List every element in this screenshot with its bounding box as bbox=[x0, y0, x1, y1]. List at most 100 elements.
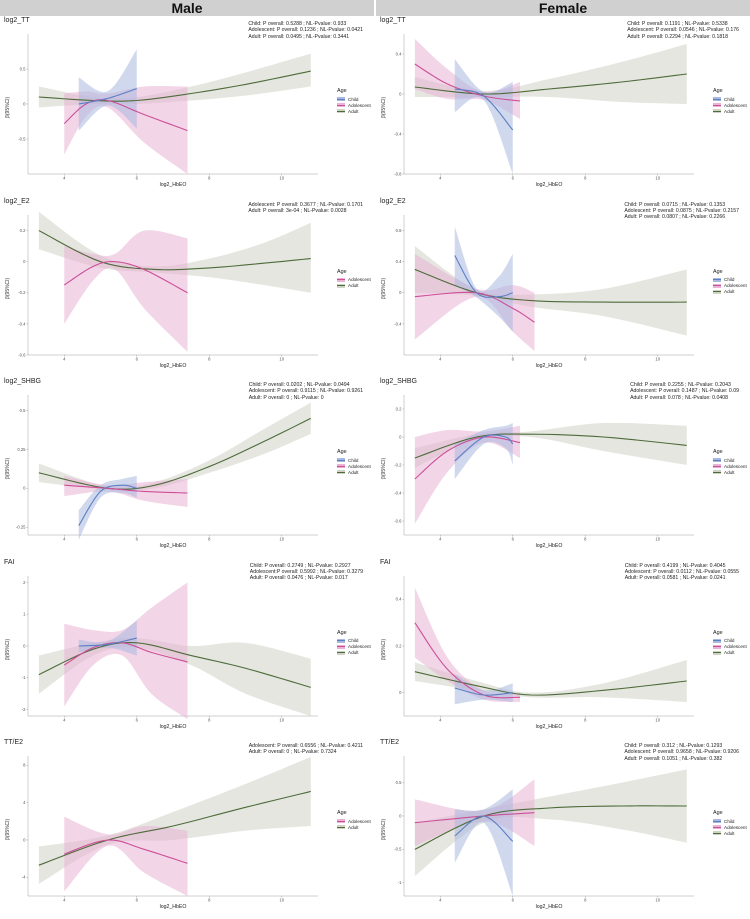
stats-block: Adolescent: P overall: 0.3677 ; NL-Pvalu… bbox=[248, 202, 363, 215]
ci-band-adult bbox=[38, 637, 311, 716]
y-tick-label: 0 bbox=[23, 837, 26, 842]
ci-band-adult bbox=[414, 245, 687, 336]
y-tick-label: -0.4 bbox=[394, 490, 402, 495]
legend-title: Age bbox=[337, 88, 347, 94]
y-tick-label: 0.5 bbox=[396, 780, 402, 785]
chart-panel-female-fai: 0 0.2 0.4 4 6 8 10 FAI Child: P overall: 0.4199 … bbox=[376, 558, 750, 738]
ci-band-adolescent bbox=[64, 816, 188, 896]
y-tick-label: 0 bbox=[399, 434, 402, 439]
stats-line: Adolescent: P overall: 0.6556 ; NL-Pvalu… bbox=[248, 743, 363, 749]
legend-key-swatch bbox=[713, 103, 721, 107]
series-line-adult bbox=[414, 73, 687, 95]
x-axis-title: log2_HbEO bbox=[159, 182, 187, 188]
x-tick-label: 6 bbox=[136, 356, 139, 361]
legend-item-adolescent: Adolescent bbox=[713, 463, 747, 469]
panel-title: log2_SHBG bbox=[380, 378, 417, 385]
legend-item-adult: Adult bbox=[337, 108, 371, 114]
series-line-child bbox=[78, 484, 137, 526]
x-axis-title: log2_HbEO bbox=[535, 723, 563, 730]
legend-title: Age bbox=[713, 449, 723, 455]
y-axis-title: β(95%CI) bbox=[381, 277, 387, 299]
legend-label: Adolescent bbox=[348, 463, 371, 469]
legend-label: Adult bbox=[724, 289, 735, 294]
y-tick-label: 0 bbox=[23, 643, 26, 648]
x-axis-title: log2_HbEO bbox=[535, 543, 563, 549]
x-tick-label: 8 bbox=[208, 717, 211, 722]
legend-item-adult: Adult bbox=[713, 469, 747, 475]
legend-label: Child bbox=[348, 457, 359, 463]
legend-key-swatch bbox=[713, 644, 721, 649]
y-tick-label: -0.5 bbox=[394, 847, 402, 852]
x-tick-label: 8 bbox=[584, 176, 587, 181]
legend-item-child: Child bbox=[713, 277, 747, 283]
stats-line: Adolescent: P overall: 0.0546 ; NL-Pvalu… bbox=[627, 27, 739, 34]
legend-label: Adult bbox=[348, 824, 359, 830]
legend-item-adult: Adult bbox=[713, 289, 747, 295]
ci-band-child bbox=[454, 423, 513, 479]
x-tick-label: 8 bbox=[584, 898, 587, 903]
ci-band-adult bbox=[38, 211, 311, 293]
y-axis-title: β(95%CI) bbox=[5, 96, 11, 118]
stats-line: Adult: P overall: 0 ; NL-Pvalue: 0.7324 bbox=[248, 749, 337, 756]
chart-svg: -0.8 -0.4 0 0.4 4 6 8 10 bbox=[394, 34, 694, 181]
x-tick-label: 6 bbox=[136, 537, 139, 542]
x-tick-label: 4 bbox=[439, 898, 442, 903]
legend-key-swatch bbox=[337, 458, 345, 462]
legend-label: Child bbox=[724, 638, 735, 643]
x-tick-label: 4 bbox=[63, 898, 66, 903]
legend-item-adolescent: Adolescent bbox=[713, 644, 747, 650]
legend-key-swatch bbox=[713, 464, 721, 468]
legend-label: Adult bbox=[724, 650, 735, 655]
legend-item-adult: Adult bbox=[337, 824, 371, 830]
chart-panel-female-shbg: -0.6 -0.4 -0.2 0 0.2 4 6 8 10 log2_SHBG Child: P o… bbox=[376, 377, 750, 557]
y-tick-label: 0.5 bbox=[20, 66, 26, 71]
chart-svg: -1 -0.5 0 0.5 4 6 8 10 bbox=[394, 756, 694, 903]
y-tick-label: 0 bbox=[399, 91, 402, 96]
stats-line: Adolescent: P overall: 0.0875 ; NL-Pvalu… bbox=[624, 207, 739, 214]
x-tick-label: 4 bbox=[63, 537, 66, 542]
chart-panel-male-e2: -0.6 -0.4 -0.2 0 0.2 4 6 8 10 log2_E2 Adolescent: … bbox=[0, 197, 375, 377]
chart-svg: -0.6 -0.4 -0.2 0 0.2 4 6 8 10 bbox=[394, 395, 694, 542]
y-tick-label: -0.4 bbox=[394, 131, 402, 136]
legend-label: Child bbox=[724, 818, 735, 824]
chart-svg: -0.5 0 0.5 4 6 8 10 bbox=[18, 34, 318, 181]
series-line-adult bbox=[414, 805, 687, 850]
series-line-adolescent bbox=[414, 63, 521, 102]
legend-key-swatch bbox=[713, 277, 721, 282]
stats-block: Child: P overall: 0.2255 ; NL-Pvalue: 0.… bbox=[630, 382, 739, 401]
x-tick-label: 8 bbox=[208, 898, 211, 903]
legend-key-swatch bbox=[337, 819, 345, 823]
x-tick-label: 6 bbox=[512, 717, 515, 722]
x-tick-label: 10 bbox=[655, 176, 660, 181]
stats-block: Child: P overall: 0.1191 ; NL-Pvalue: 0.… bbox=[627, 21, 739, 40]
legend-label: Child bbox=[724, 277, 735, 282]
series-line-adult bbox=[38, 417, 311, 490]
legend-title: Age bbox=[337, 449, 347, 455]
y-tick-label: -2 bbox=[22, 707, 26, 712]
legend-label: Adolescent bbox=[724, 824, 747, 830]
y-tick-label: 0.4 bbox=[396, 259, 402, 264]
series-line-adult bbox=[414, 433, 687, 459]
x-tick-label: 8 bbox=[208, 176, 211, 181]
legend-label: Child bbox=[348, 638, 359, 643]
y-tick-label: 4 bbox=[23, 800, 26, 805]
y-tick-label: 2 bbox=[23, 579, 26, 584]
legend-item-adult: Adult bbox=[337, 283, 371, 289]
series-line-child bbox=[454, 686, 513, 696]
series-line-child bbox=[454, 254, 513, 298]
series-line-adolescent bbox=[63, 99, 188, 132]
chart-svg: -4 0 4 8 4 6 8 10 bbox=[22, 756, 318, 903]
legend: Age Child Adolescent Adult bbox=[713, 810, 747, 836]
legend-item-adult: Adult bbox=[713, 650, 747, 656]
legend-title: Age bbox=[713, 88, 723, 94]
legend-item-adolescent: Adolescent bbox=[337, 463, 371, 469]
legend-item-adolescent: Adolescent bbox=[337, 818, 371, 824]
y-tick-label: 0.8 bbox=[396, 227, 402, 232]
legend-label: Adolescent bbox=[348, 644, 371, 649]
stats-line: Child: P overall: 0.312 ; NL-Pvalue: 0.1… bbox=[624, 743, 723, 749]
legend: Age Adolescent Adult bbox=[337, 269, 371, 289]
y-tick-label: -0.4 bbox=[394, 321, 402, 326]
stats-line: Adolescent: P overall: 0.9115 ; NL-Pvalu… bbox=[248, 388, 363, 395]
legend-title: Age bbox=[337, 629, 347, 636]
panel-title: log2_E2 bbox=[380, 197, 406, 205]
